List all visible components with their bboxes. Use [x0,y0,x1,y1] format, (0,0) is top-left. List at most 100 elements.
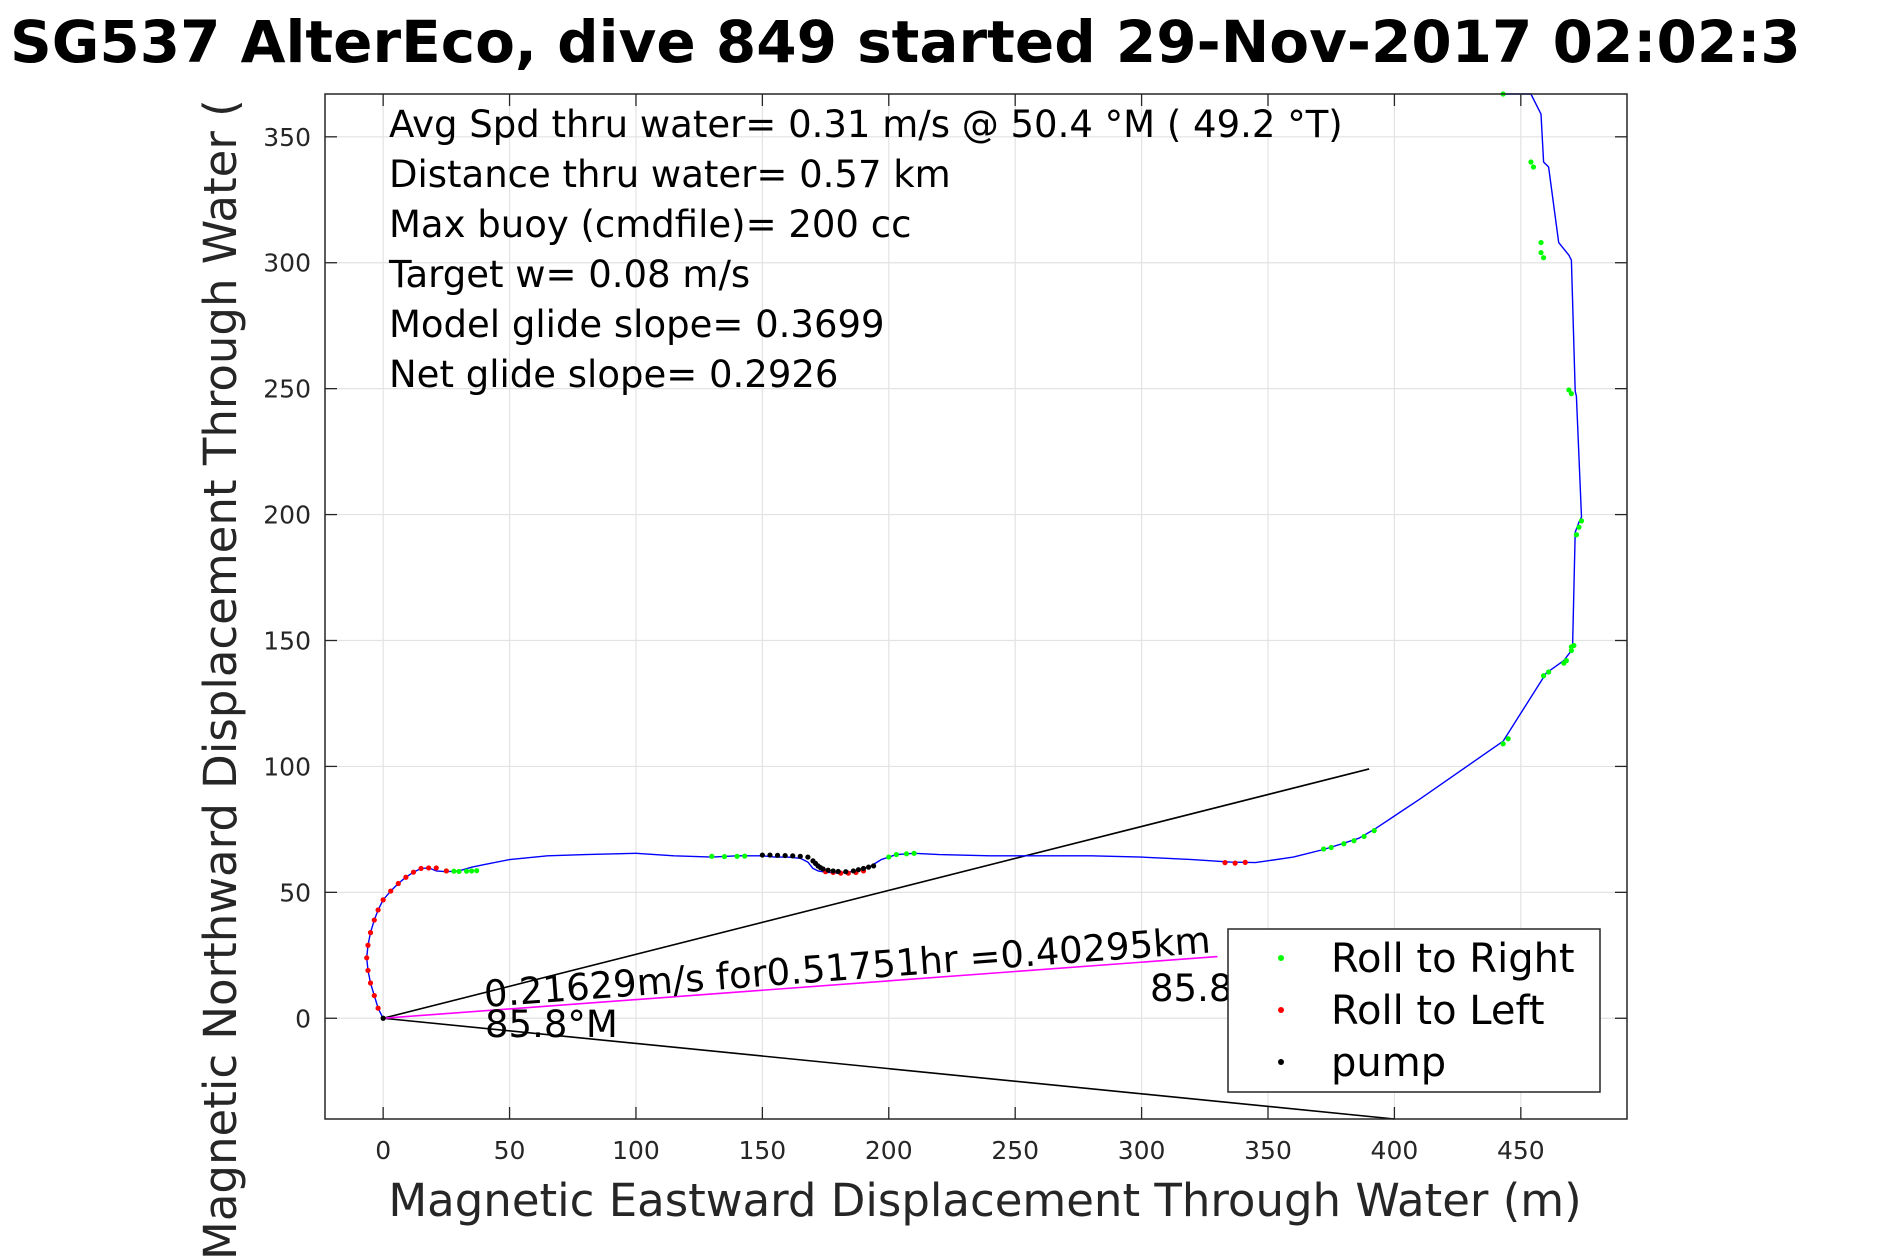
roll-right-marker [1578,518,1585,524]
pump-marker [782,852,788,859]
roll-right-marker [1528,159,1534,165]
roll-left-marker [365,942,371,948]
info-max-buoy: Max buoy (cmdfile)= 200 cc [389,203,911,246]
roll-left-marker [433,865,439,871]
roll-right-marker [709,853,715,859]
roll-left-marker [410,869,417,875]
roll-right-marker [1568,647,1574,654]
roll-right-marker [1576,524,1582,530]
legend-box [1227,928,1601,1093]
pump-marker [825,867,831,873]
roll-right-marker [1573,532,1580,538]
x-tick-label: 400 [1371,1136,1419,1165]
x-tick-label: 250 [991,1136,1039,1165]
roll-left-marker [1232,860,1238,866]
info-target-w: Target w= 0.08 m/s [388,253,750,296]
pump-marker [820,866,826,872]
x-tick-label: 100 [612,1136,660,1165]
roll-left-marker [364,955,370,961]
x-tick-label: 450 [1497,1136,1545,1165]
roll-right-marker [1563,658,1569,664]
wedge-line-1 [383,1017,1395,1120]
pump-marker [774,852,781,858]
legend-marker-roll-left [1278,1007,1284,1013]
roll-left-marker [403,874,409,880]
y-tick-label: 300 [263,249,311,278]
roll-right-marker [742,853,748,859]
roll-right-marker [1341,841,1347,847]
roll-right-marker [893,851,899,858]
chart-title: SG537 AlterEco, dive 849 started 29-Nov-… [10,8,1801,76]
y-tick-label: 150 [263,626,311,655]
x-tick-label: 150 [739,1136,787,1165]
roll-right-marker [1530,164,1537,170]
pump-marker [380,1015,386,1021]
info-avg-speed: Avg Spd thru water= 0.31 m/s @ 50.4 °M (… [389,103,1343,146]
y-tick-label: 350 [263,123,311,152]
x-tick-label: 200 [865,1136,913,1165]
roll-left-marker [371,992,377,999]
roll-right-marker [1538,250,1544,256]
y-axis-label: Magnetic Northward Displacement Through … [194,99,247,1260]
legend-label-roll-left: Roll to Left [1331,988,1545,1034]
roll-right-marker [1351,838,1357,844]
roll-left-marker [1222,860,1228,866]
roll-right-marker [886,854,892,860]
roll-left-marker [367,980,374,986]
pump-marker [850,868,856,874]
roll-right-marker [1505,736,1511,742]
info-distance: Distance thru water= 0.57 km [389,153,951,196]
roll-right-marker [1566,387,1572,393]
pump-marker [805,854,811,860]
roll-right-marker [1540,255,1547,261]
roll-right-marker [903,851,910,857]
roll-right-marker [1540,673,1547,679]
pump-marker [843,869,849,875]
data-markers [364,91,1585,1021]
wedge-line-0 [382,768,1370,1020]
legend-marker-pump [1278,1059,1284,1065]
info-net-glide: Net glide slope= 0.2926 [389,353,838,396]
legend-label-pump: pump [1331,1040,1446,1086]
pump-marker [871,863,877,869]
roll-right-marker [474,868,480,874]
roll-left-marker [426,865,432,871]
roll-left-marker [418,865,424,872]
roll-left-marker [375,1005,381,1011]
roll-right-marker [1328,844,1334,851]
heading-annotation-near: 85.8°M [485,1003,618,1046]
x-tick-label: 0 [375,1136,391,1165]
roll-right-marker [1500,741,1506,747]
roll-right-marker [451,868,457,874]
axis-ticks: 0 50 100 150 200 250 300 350 400 450 0 50 100 150 200 2… [263,94,1627,1165]
roll-left-marker [367,930,374,936]
current-line [383,955,1218,1020]
roll-right-marker [1538,239,1544,246]
y-tick-label: 0 [295,1004,311,1033]
roll-right-marker [911,850,917,856]
roll-right-marker [721,853,728,860]
roll-right-marker [469,868,475,874]
x-axis-label: Magnetic Eastward Displacement Through W… [388,1174,1581,1227]
legend: Roll to Right Roll to Left pump [1227,928,1601,1093]
roll-right-marker [1371,828,1377,834]
pump-marker [797,853,803,859]
x-tick-label: 50 [494,1136,526,1165]
roll-left-marker [365,967,371,974]
info-block: Avg Spd thru water= 0.31 m/s @ 50.4 °M (… [388,103,1343,396]
roll-right-marker [1568,391,1574,397]
roll-right-marker [456,868,462,875]
roll-right-marker [1321,846,1327,852]
roll-left-marker [388,888,394,894]
roll-right-marker [734,853,740,859]
y-tick-label: 250 [263,375,311,404]
x-tick-label: 300 [1118,1136,1166,1165]
pump-marker [835,868,841,875]
roll-left-marker [380,897,386,903]
pump-marker [767,852,773,858]
roll-left-marker [443,868,449,874]
y-tick-label: 200 [263,501,311,530]
roll-right-marker [463,868,470,874]
x-tick-label: 350 [1244,1136,1292,1165]
